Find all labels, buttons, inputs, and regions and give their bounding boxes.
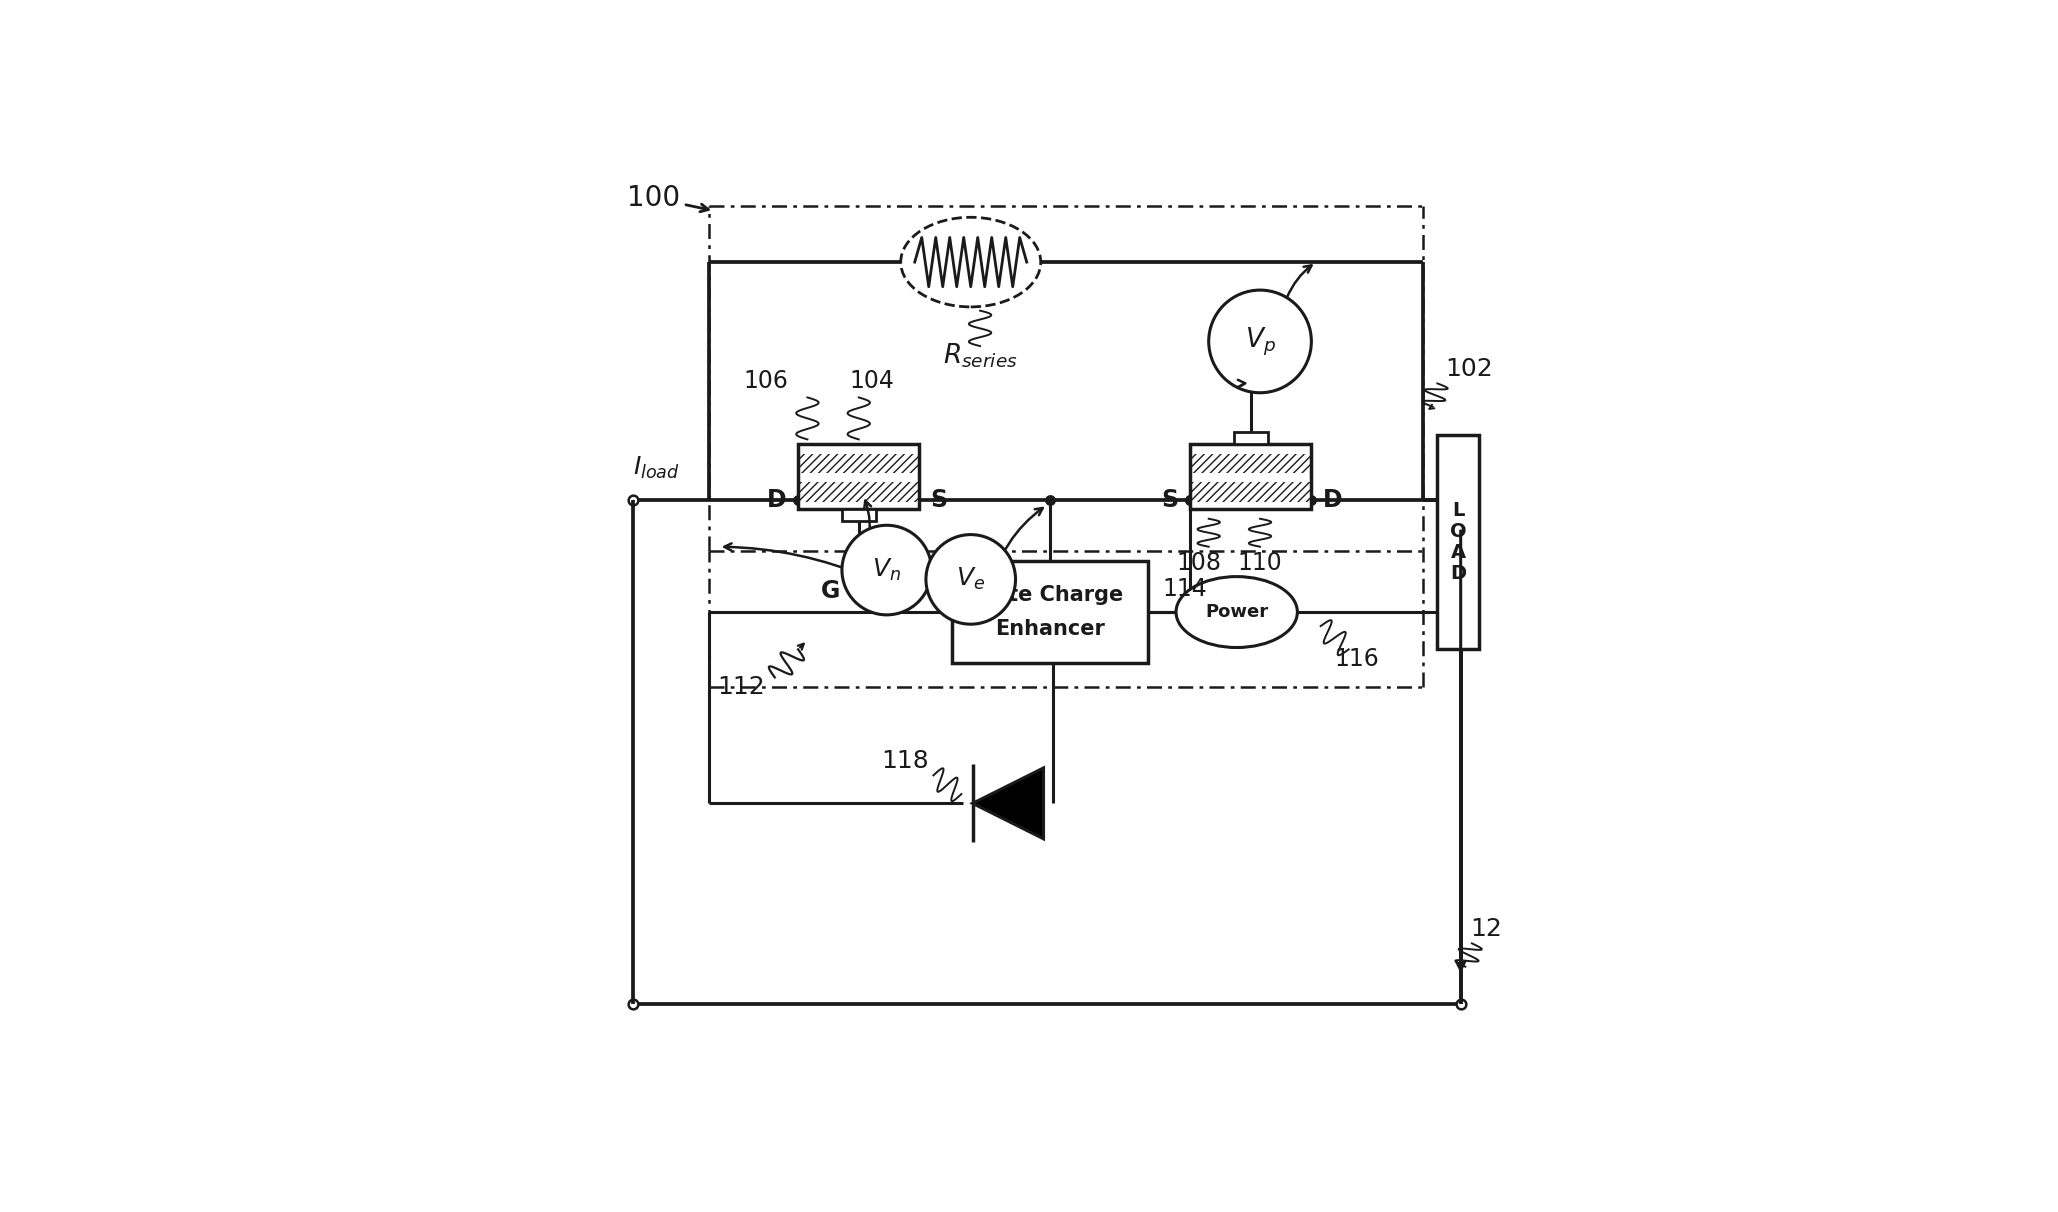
Bar [1190, 482, 1311, 502]
Circle shape [1208, 290, 1311, 393]
Text: L
O
A
D: L O A D [1451, 501, 1467, 583]
Text: 102: 102 [1445, 358, 1492, 382]
Bar [1436, 435, 1480, 650]
Text: $I_{load}$: $I_{load}$ [634, 454, 679, 480]
Bar [799, 453, 920, 474]
Ellipse shape [901, 217, 1041, 307]
Text: Gate Charge: Gate Charge [978, 585, 1124, 605]
Circle shape [842, 525, 932, 614]
Text: 116: 116 [1336, 647, 1379, 670]
Ellipse shape [1175, 577, 1297, 647]
Bar [1190, 453, 1311, 474]
Text: 104: 104 [850, 368, 895, 393]
Text: 12: 12 [1469, 917, 1502, 942]
Polygon shape [973, 768, 1043, 839]
Text: $V_n$: $V_n$ [873, 558, 901, 583]
Text: $R_{series}$: $R_{series}$ [943, 342, 1017, 370]
Text: S: S [930, 488, 949, 513]
Bar [842, 509, 877, 521]
Text: $V_p$: $V_p$ [1245, 325, 1276, 358]
Text: D: D [768, 488, 786, 513]
Bar [799, 482, 920, 502]
Text: 108: 108 [1177, 551, 1222, 576]
Text: 106: 106 [743, 368, 788, 393]
Bar [953, 561, 1148, 663]
Bar [1190, 444, 1311, 509]
Circle shape [926, 534, 1015, 624]
Text: S: S [1161, 488, 1179, 513]
Text: D: D [1323, 488, 1342, 513]
Text: 112: 112 [718, 675, 766, 699]
Text: 100: 100 [628, 184, 708, 212]
Text: 114: 114 [1163, 577, 1206, 601]
Text: $V_e$: $V_e$ [957, 566, 986, 593]
Text: G: G [821, 579, 840, 604]
Bar [799, 444, 920, 509]
Text: Power: Power [1206, 604, 1268, 621]
Text: 110: 110 [1237, 551, 1282, 576]
Text: G: G [1255, 345, 1274, 370]
Text: 118: 118 [881, 749, 928, 773]
Text: Enhancer: Enhancer [996, 619, 1105, 639]
Bar [1233, 433, 1268, 444]
